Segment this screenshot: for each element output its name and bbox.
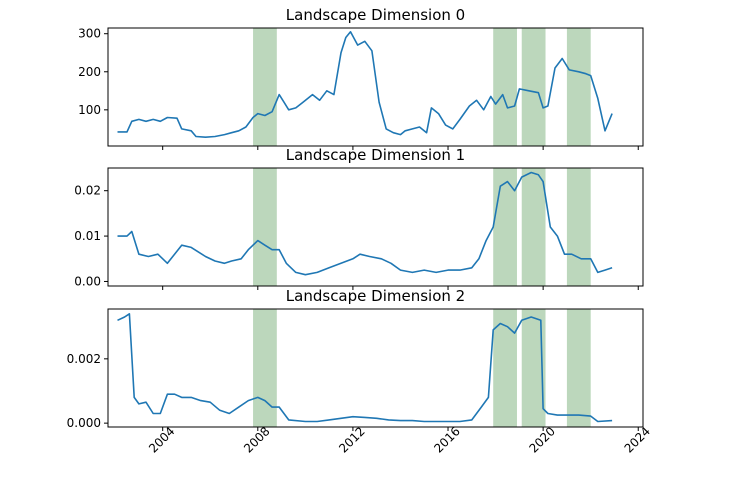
shaded-region-3 bbox=[566, 28, 591, 146]
shaded-region-1 bbox=[493, 168, 517, 286]
shaded-region-2 bbox=[521, 309, 546, 427]
y-tick-label: 0.002 bbox=[67, 352, 101, 366]
y-tick-label: 200 bbox=[78, 65, 101, 79]
x-tick-label: 2004 bbox=[146, 424, 177, 455]
y-tick-label: 0.01 bbox=[74, 229, 101, 243]
shaded-region-3 bbox=[566, 309, 591, 427]
shaded-region-2 bbox=[521, 168, 546, 286]
x-tick-label: 2012 bbox=[336, 424, 367, 455]
panel-title: Landscape Dimension 1 bbox=[286, 146, 465, 164]
shaded-region-0 bbox=[253, 168, 277, 286]
panel-dimension-0: 100 200 300 Landscape Dimension 0 bbox=[78, 6, 644, 150]
shaded-region-0 bbox=[253, 309, 277, 427]
shaded-region-2 bbox=[521, 28, 546, 146]
x-tick-label: 2020 bbox=[526, 424, 557, 455]
y-tick-label: 0.00 bbox=[74, 274, 101, 288]
x-tick-label: 2016 bbox=[431, 424, 462, 455]
axes-frame bbox=[107, 27, 644, 147]
series-line-0 bbox=[117, 171, 613, 276]
panel-title: Landscape Dimension 2 bbox=[286, 287, 465, 305]
shaded-region-3 bbox=[566, 168, 591, 286]
y-tick-label: 300 bbox=[78, 27, 101, 41]
y-tick-label: 0.000 bbox=[67, 416, 101, 430]
panel-dimension-1: 0.00 0.01 0.02 Landscape Dimension 1 bbox=[74, 146, 644, 290]
y-tick-label: 0.02 bbox=[74, 184, 101, 198]
series-line-0 bbox=[117, 30, 613, 138]
x-axis: 2004 2008 2012 2016 2020 2024 bbox=[146, 424, 653, 455]
axes-frame bbox=[107, 308, 644, 428]
shaded-region-1 bbox=[493, 309, 517, 427]
shaded-region-1 bbox=[493, 28, 517, 146]
panel-dimension-2: 0.000 0.002 Landscape Dimension 2 bbox=[67, 287, 644, 431]
x-tick-label: 2008 bbox=[241, 424, 272, 455]
panel-title: Landscape Dimension 0 bbox=[286, 6, 465, 24]
axes-frame bbox=[107, 167, 644, 287]
x-tick-label: 2024 bbox=[622, 424, 653, 455]
shaded-region-0 bbox=[253, 28, 277, 146]
y-tick-label: 100 bbox=[78, 103, 101, 117]
series-line-0 bbox=[117, 312, 613, 423]
